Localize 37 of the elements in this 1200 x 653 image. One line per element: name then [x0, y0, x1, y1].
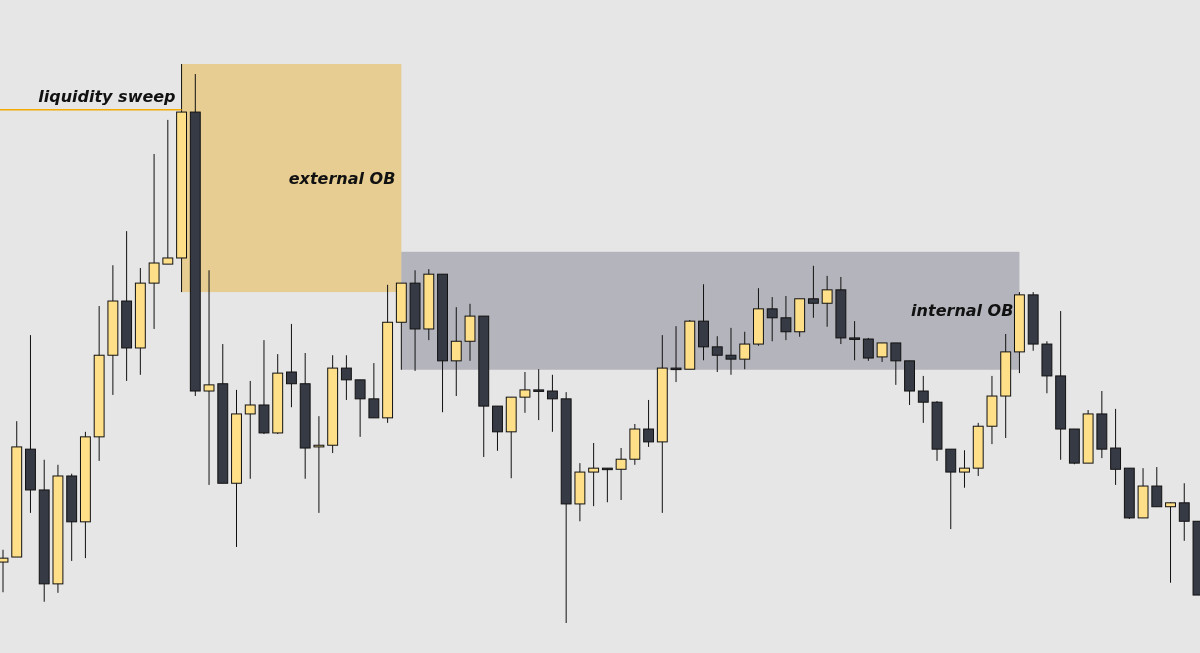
candlestick — [148, 153, 160, 330]
candlestick — [450, 306, 462, 397]
candlestick — [1151, 466, 1163, 508]
candlestick — [945, 448, 957, 530]
candlestick — [807, 265, 819, 319]
candlestick — [670, 325, 682, 383]
candlestick — [780, 295, 792, 341]
candlestick — [821, 275, 833, 328]
candlestick — [1165, 501, 1176, 584]
candlestick — [1110, 408, 1122, 486]
candlestick — [588, 442, 600, 507]
candlestick — [917, 375, 929, 424]
candlestick — [340, 354, 352, 401]
candlestick — [890, 342, 902, 386]
band-label: external OB — [288, 168, 396, 188]
candlestick — [203, 269, 215, 486]
candlestick — [244, 380, 256, 480]
band-label: internal OB — [911, 301, 1014, 321]
candlestick — [615, 447, 627, 501]
candlestick — [1178, 482, 1190, 542]
candlestick — [766, 296, 778, 342]
candlestick — [725, 327, 737, 376]
candlestick — [313, 415, 325, 514]
candlestick — [643, 399, 655, 448]
candlestick — [739, 331, 751, 370]
candlestick — [533, 368, 545, 421]
candlestick — [368, 362, 380, 419]
candlestick — [519, 371, 531, 414]
candlestick — [876, 342, 888, 363]
candlestick — [354, 379, 366, 438]
candlestick — [959, 449, 970, 489]
candlestick — [711, 335, 723, 373]
candlestick — [286, 323, 297, 408]
ref-line-label: liquidity sweep — [38, 86, 176, 106]
candlestick — [546, 374, 558, 433]
candlestick — [162, 119, 174, 265]
candlestick — [849, 320, 861, 361]
